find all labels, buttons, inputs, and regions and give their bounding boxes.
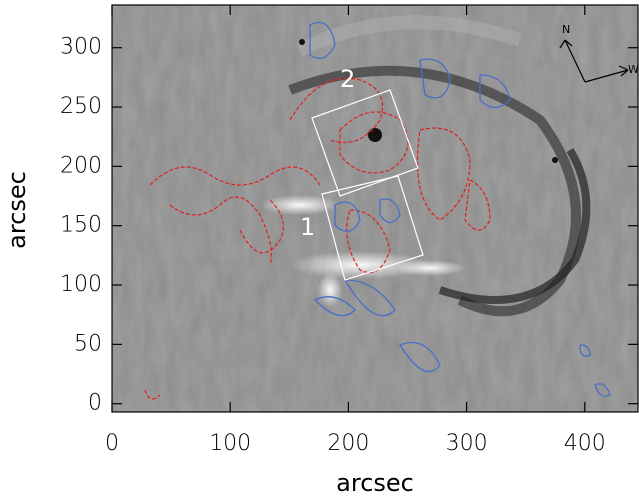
x-tick-label: 400 — [564, 431, 606, 456]
compass-label: N — [562, 23, 570, 36]
x-tick-label: 300 — [446, 431, 488, 456]
solar-image — [112, 5, 638, 412]
x-axis-label: arcsec — [336, 469, 414, 497]
annotation: 2 — [340, 65, 355, 93]
annotation: 1 — [300, 213, 315, 241]
compass-label: W — [628, 63, 639, 76]
y-tick-label: 0 — [88, 391, 102, 416]
y-tick-label: 250 — [60, 94, 102, 119]
figure: 1 2 N W arcsec arcsec 0 100 200 300 400 0 50 10… — [0, 0, 639, 498]
x-tick-label: 200 — [327, 431, 369, 456]
y-tick-label: 150 — [60, 213, 102, 238]
y-axis-label: arcsec — [3, 171, 31, 249]
y-tick-label: 300 — [60, 35, 102, 60]
x-tick-label: 0 — [105, 431, 119, 456]
y-tick-label: 200 — [60, 153, 102, 178]
x-tick-label: 100 — [209, 431, 251, 456]
y-tick-label: 50 — [74, 331, 102, 356]
y-tick-label: 100 — [60, 272, 102, 297]
